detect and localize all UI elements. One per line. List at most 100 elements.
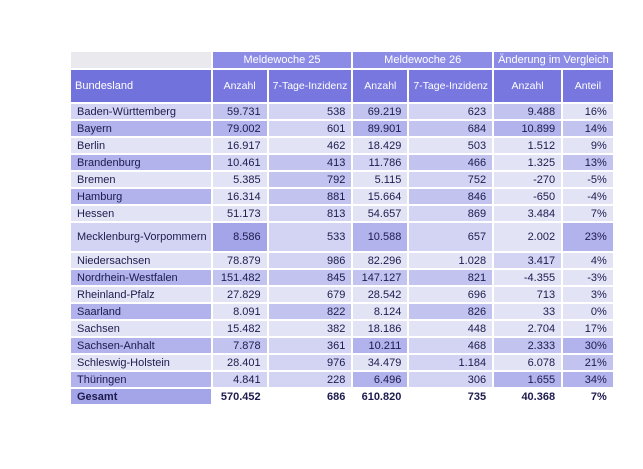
bundesland-cell: Sachsen-Anhalt [71,338,211,353]
bundesland-cell: Baden-Württemberg [71,104,211,119]
inzidenz-26-cell: 468 [409,338,493,353]
bundesland-cell: Sachsen [71,321,211,336]
anzahl-26-cell: 610.820 [353,389,408,404]
anzahl-25-cell: 51.173 [212,206,267,221]
table-row: Bayern 79.002 601 89.901 684 10.899 14% [71,121,613,136]
change-anzahl-cell: -4.355 [494,270,562,285]
table-body: Baden-Württemberg 59.731 538 69.219 623 9.488… [71,104,613,404]
inzidenz-25-cell: 845 [268,270,352,285]
inzidenz-25-cell: 361 [268,338,352,353]
change-anzahl-cell: 10.899 [494,121,562,136]
anzahl-25-cell: 78.879 [212,253,267,268]
inzidenz-25-cell: 986 [268,253,352,268]
change-anteil-cell: 9% [563,138,613,153]
anzahl-25-cell: 10.461 [212,155,267,170]
table-row: Saarland 8.091 822 8.124 826 33 0% [71,304,613,319]
change-anteil-cell: -4% [563,189,613,204]
change-anzahl-cell: 1.325 [494,155,562,170]
anzahl-25-cell: 8.091 [212,304,267,319]
anzahl-26-cell: 34.479 [353,355,408,370]
inzidenz-26-cell: 466 [409,155,493,170]
table-row: Thüringen 4.841 228 6.496 306 1.655 34% [71,372,613,387]
anzahl-26-cell: 15.664 [353,189,408,204]
change-anzahl-cell: 2.704 [494,321,562,336]
anzahl-26-cell: 89.901 [353,121,408,136]
bundesland-cell: Thüringen [71,372,211,387]
inzidenz-25-cell: 538 [268,104,352,119]
anzahl-26-cell: 54.657 [353,206,408,221]
change-anteil-cell: 0% [563,304,613,319]
inzidenz-25-cell: 679 [268,287,352,302]
change-anteil-cell: 16% [563,104,613,119]
inzidenz-26-cell: 696 [409,287,493,302]
inzidenz-26-cell: 735 [409,389,493,404]
anzahl-26-cell: 6.496 [353,372,408,387]
anzahl-25-cell: 15.482 [212,321,267,336]
anzahl-26-cell: 28.542 [353,287,408,302]
change-anteil-cell: 7% [563,389,613,404]
change-anzahl-cell: 3.484 [494,206,562,221]
anzahl-26-cell: 69.219 [353,104,408,119]
anzahl-26-cell: 10.588 [353,223,408,251]
group-header-row: Meldewoche 25 Meldewoche 26 Änderung im … [71,52,613,68]
sub-header-anzahl-26: Anzahl [353,70,408,102]
change-anzahl-cell: 1.655 [494,372,562,387]
change-anteil-cell: 21% [563,355,613,370]
table-row: Berlin 16.917 462 18.429 503 1.512 9% [71,138,613,153]
change-anteil-cell: 34% [563,372,613,387]
bundesland-cell: Schleswig-Holstein [71,355,211,370]
change-anteil-cell: 14% [563,121,613,136]
case-table: Meldewoche 25 Meldewoche 26 Änderung im … [69,50,615,406]
inzidenz-26-cell: 1.028 [409,253,493,268]
change-anzahl-cell: 1.512 [494,138,562,153]
table-row: Brandenburg 10.461 413 11.786 466 1.325 13% [71,155,613,170]
change-anteil-cell: 7% [563,206,613,221]
change-anteil-cell: 17% [563,321,613,336]
inzidenz-26-cell: 752 [409,172,493,187]
inzidenz-26-cell: 684 [409,121,493,136]
bundesland-cell: Hessen [71,206,211,221]
change-anteil-cell: -5% [563,172,613,187]
anzahl-26-cell: 10.211 [353,338,408,353]
bundesland-cell: Bremen [71,172,211,187]
change-anzahl-cell: 2.002 [494,223,562,251]
anzahl-26-cell: 18.429 [353,138,408,153]
anzahl-25-cell: 5.385 [212,172,267,187]
anzahl-25-cell: 28.401 [212,355,267,370]
bundesland-cell: Bayern [71,121,211,136]
anzahl-25-cell: 59.731 [212,104,267,119]
table-row: Nordrhein-Westfalen 151.482 845 147.127 821-… [71,270,613,285]
data-table-container: Meldewoche 25 Meldewoche 26 Änderung im … [69,50,615,406]
bundesland-cell: Hamburg [71,189,211,204]
change-anzahl-cell: -650 [494,189,562,204]
anzahl-25-cell: 16.314 [212,189,267,204]
anzahl-25-cell: 27.829 [212,287,267,302]
inzidenz-26-cell: 869 [409,206,493,221]
group-header-change: Änderung im Vergleich [494,52,613,68]
inzidenz-25-cell: 881 [268,189,352,204]
table-row: Niedersachsen 78.879 986 82.296 1.028 3.417 4% [71,253,613,268]
inzidenz-25-cell: 686 [268,389,352,404]
row-header-bundesland: Bundesland [71,70,211,102]
inzidenz-25-cell: 976 [268,355,352,370]
change-anteil-cell: 3% [563,287,613,302]
inzidenz-26-cell: 826 [409,304,493,319]
change-anzahl-cell: 40.368 [494,389,562,404]
change-anteil-cell: -3% [563,270,613,285]
change-anzahl-cell: -270 [494,172,562,187]
bundesland-cell: Saarland [71,304,211,319]
group-header-week25: Meldewoche 25 [212,52,352,68]
change-anzahl-cell: 9.488 [494,104,562,119]
change-anteil-cell: 13% [563,155,613,170]
table-row: Sachsen 15.482 382 18.186 448 2.704 17% [71,321,613,336]
anzahl-26-cell: 82.296 [353,253,408,268]
inzidenz-26-cell: 821 [409,270,493,285]
anzahl-25-cell: 16.917 [212,138,267,153]
inzidenz-25-cell: 822 [268,304,352,319]
table-row: Sachsen-Anhalt 7.878 361 10.211 468 2.333 30% [71,338,613,353]
group-header-week26: Meldewoche 26 [353,52,493,68]
anzahl-25-cell: 570.452 [212,389,267,404]
table-row: Schleswig-Holstein 28.401 976 34.479 1.184 6.… [71,355,613,370]
sub-header-anzahl-25: Anzahl [212,70,267,102]
change-anzahl-cell: 33 [494,304,562,319]
